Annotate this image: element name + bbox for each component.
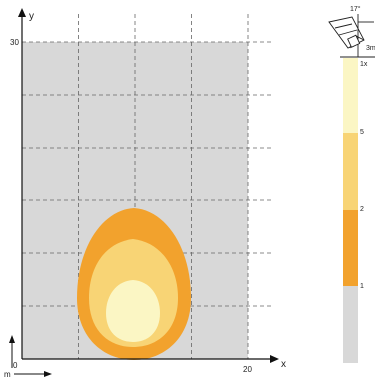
y-axis-arrow — [18, 8, 26, 17]
unit-indicator — [11, 340, 46, 375]
legend-swatch-1 — [343, 286, 358, 363]
mount-height-label: 3m — [366, 45, 375, 52]
origin-label: 0 — [13, 361, 18, 370]
legend-swatch-5 — [343, 133, 358, 210]
legend-label-1x: 1x — [360, 61, 368, 68]
zone-inner — [106, 280, 160, 342]
x-max-label: 20 — [243, 365, 252, 374]
y-axis-label: y — [29, 11, 34, 22]
y-max-label: 30 — [10, 38, 19, 47]
legend-swatch-2 — [343, 210, 358, 286]
fixture-icon-head — [347, 34, 361, 48]
unit-indicator-arrow-right — [44, 371, 52, 377]
axes — [21, 14, 272, 360]
x-axis-arrow — [270, 355, 279, 363]
unit-label: m — [4, 370, 11, 379]
x-axis-label: x — [281, 359, 286, 370]
unit-indicator-arrow-up — [9, 335, 15, 343]
mount-angle-label: 17° — [350, 5, 361, 13]
legend-label-2: 2 — [360, 206, 364, 213]
legend-label-1: 1 — [360, 283, 364, 290]
legend-swatch-1x — [343, 58, 358, 133]
fixture-mount-diagram — [328, 14, 375, 58]
illuminance-legend: 1x 5 2 1 — [343, 58, 368, 363]
legend-label-5: 5 — [360, 129, 364, 136]
